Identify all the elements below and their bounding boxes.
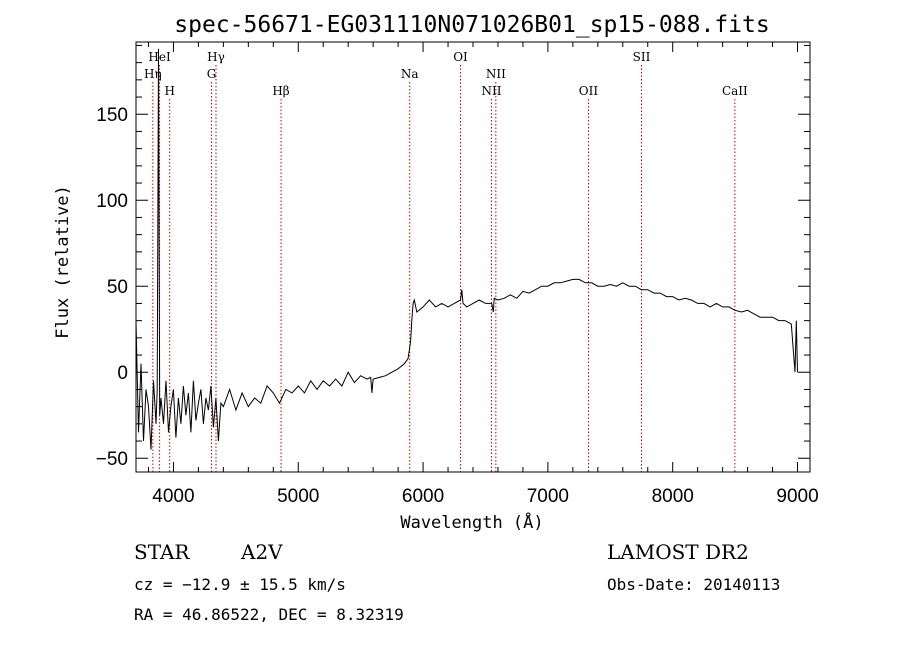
x-tick-label: 5000: [277, 486, 319, 507]
emission-line-label: Na: [401, 67, 419, 81]
emission-line-label: NII: [481, 84, 501, 98]
x-tick-label: 4000: [152, 486, 194, 507]
redshift-cz: cz = −12.9 ± 15.5 km/s: [134, 575, 346, 594]
y-tick-label: 50: [107, 277, 128, 298]
x-axis-ticks: 4000 5000 6000 7000 8000 9000: [147, 42, 819, 507]
chart-title: spec-56671-EG031110N071026B01_sp15-088.f…: [174, 12, 769, 38]
emission-line-label: Hγ: [207, 50, 225, 64]
coordinates: RA = 46.86522, DEC = 8.32319: [134, 605, 404, 624]
emission-line-label: OII: [579, 84, 599, 98]
spectrum-line: [135, 48, 798, 450]
y-tick-label: 150: [96, 105, 128, 126]
survey-name: LAMOST DR2: [607, 540, 749, 564]
emission-line-labels: HeI HηH Hγ G Hβ Na OI NII NII OII SII CaII: [144, 50, 748, 98]
emission-line-label: CaII: [722, 84, 748, 98]
emission-line-markers: [152, 65, 736, 472]
emission-line-label: NII: [486, 67, 506, 81]
x-axis-label: Wavelength (Å): [400, 511, 543, 533]
x-tick-label: 7000: [527, 486, 569, 507]
x-tick-label: 9000: [776, 486, 818, 507]
y-axis-ticks: −50 0 50 100 150: [96, 44, 810, 470]
object-class: STAR: [134, 540, 190, 564]
y-tick-label: 100: [96, 191, 128, 212]
emission-line-label: Hβ: [272, 84, 289, 98]
y-tick-label: −50: [96, 449, 128, 470]
x-tick-label: 6000: [402, 486, 444, 507]
object-subclass: A2V: [240, 540, 283, 564]
y-axis-label: Flux (relative): [53, 185, 73, 339]
x-tick-label: 8000: [652, 486, 694, 507]
emission-line-label: G: [207, 67, 217, 81]
observation-date: Obs-Date: 20140113: [607, 575, 780, 594]
emission-line-label: H: [164, 84, 174, 98]
emission-line-label: OI: [453, 50, 468, 64]
emission-line-label: Hη: [144, 67, 162, 81]
emission-line-label: HeI: [148, 50, 171, 64]
emission-line-label: SII: [633, 50, 651, 64]
y-tick-label: 0: [117, 363, 128, 384]
